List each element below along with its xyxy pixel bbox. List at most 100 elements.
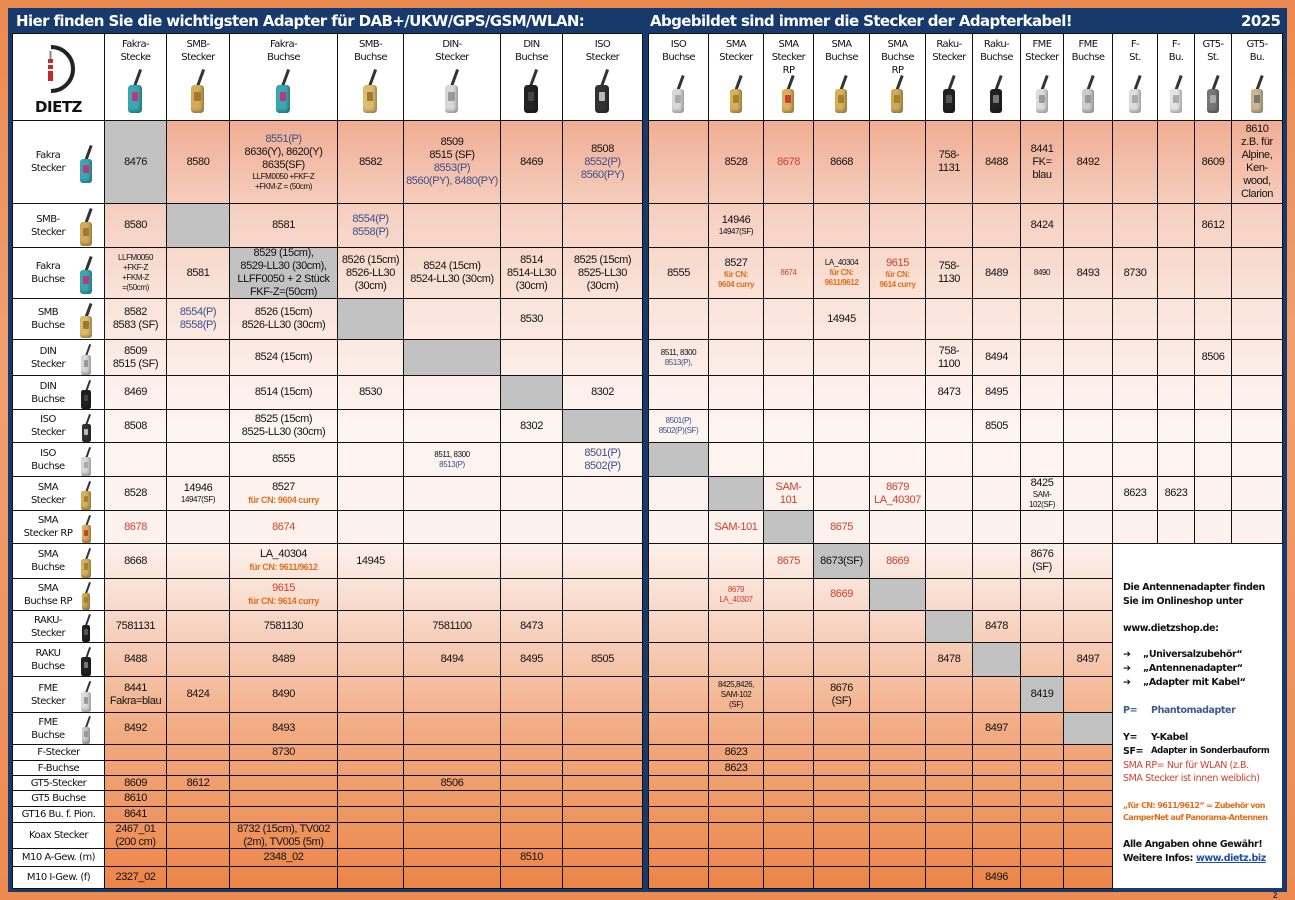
adapter-number: SAM-101 <box>714 520 758 533</box>
table-cell: 7581131 <box>104 610 167 643</box>
table-cell <box>925 442 973 477</box>
table-cell <box>869 203 926 248</box>
table-cell <box>562 866 643 889</box>
shop-url[interactable]: www.dietzshop.de: <box>1123 623 1219 634</box>
table-cell <box>1020 790 1064 807</box>
adapter-number: (30cm) <box>515 279 548 292</box>
adapter-number: 8502(P)(SF) <box>658 426 699 435</box>
table-cell <box>1157 203 1195 248</box>
table-cell <box>403 409 501 443</box>
adapter-number: 758- <box>938 149 960 161</box>
column-header-label: SMB- Buchse <box>354 39 387 63</box>
table-cell: 2327_02 <box>104 866 167 889</box>
table-cell: 8514 8514-LL30 (30cm) <box>500 247 563 299</box>
table-cell: 8678 <box>763 120 814 204</box>
adapter-number: 8511, 8300 <box>660 347 697 357</box>
table-cell: 8425,8426, SAM-102 (SF) <box>708 676 764 713</box>
table-cell <box>648 203 709 248</box>
table-cell: 8441 Fakra=blau <box>104 676 167 713</box>
adapter-number: 14945 <box>827 312 856 325</box>
table-cell: 8581 <box>166 247 230 299</box>
table-cell <box>166 339 230 376</box>
table-cell <box>337 339 404 376</box>
adapter-number: 9614 curry <box>879 279 916 289</box>
diagonal-cell <box>925 610 973 643</box>
table-cell <box>869 790 926 807</box>
row-label-text: SMB- Stecker <box>30 213 66 238</box>
adapter-number: 8623 <box>1164 487 1188 499</box>
adapter-number: 8675 <box>830 520 853 533</box>
adapter-number: 8610 <box>124 792 147 804</box>
table-cell: 8497 <box>972 712 1021 745</box>
table-cell <box>229 775 338 791</box>
table-cell <box>500 676 563 713</box>
table-cell <box>708 442 764 477</box>
table-cell: 8525 (15cm) 8525-LL30 (30cm) <box>562 247 643 299</box>
table-cell: 8668 <box>813 120 870 204</box>
table-cell <box>869 442 926 477</box>
dietz-website-link[interactable]: www.dietz.biz <box>1196 853 1266 864</box>
table-cell: 8469 <box>104 375 167 410</box>
table-cell <box>972 543 1021 579</box>
table-cell <box>337 760 404 776</box>
table-cell <box>562 822 643 849</box>
shop-category-link[interactable]: „Universalzubehör“ <box>1143 649 1243 660</box>
table-cell <box>925 298 973 340</box>
table-cell <box>648 866 709 889</box>
table-cell <box>166 642 230 677</box>
table-cell: 8530 <box>337 375 404 410</box>
table-cell <box>972 760 1021 776</box>
row-label-text: RAKU- Stecker <box>30 614 66 639</box>
table-cell <box>403 822 501 849</box>
table-cell <box>708 822 764 849</box>
shop-category-link[interactable]: „Antennenadapter“ <box>1143 663 1243 674</box>
table-cell <box>1063 409 1113 443</box>
table-cell <box>1020 409 1064 443</box>
table-cell: 8424 <box>1020 203 1064 248</box>
table-cell: 9615 für CN: 9614 curry <box>229 578 338 611</box>
table-cell <box>337 676 404 713</box>
column-header-label: FME Buchse <box>1071 39 1105 63</box>
adapter-number: 8497 <box>1076 653 1100 665</box>
table-cell <box>1194 375 1232 410</box>
adapter-number: 8554(P) <box>179 306 217 318</box>
table-cell <box>708 775 764 791</box>
table-cell: 8612 <box>166 775 230 791</box>
table-cell: 8527 für CN: 9604 curry <box>229 476 338 511</box>
adapter-number: 8513(P), <box>664 357 693 367</box>
table-cell <box>229 790 338 807</box>
table-cell: 8493 <box>1063 247 1113 299</box>
adapter-number: 8527 <box>724 256 748 269</box>
adapter-number: 8490 <box>272 688 295 700</box>
adapter-number: SAM- <box>1032 490 1052 499</box>
row-label-text: SMB Buchse <box>31 307 65 331</box>
column-header-label: Raku- Stecker <box>932 39 966 63</box>
adapter-number: 8497 <box>985 722 1008 734</box>
table-cell <box>813 822 870 849</box>
table-cell <box>337 775 404 791</box>
adapter-number: 8508 <box>124 419 147 432</box>
column-header-label: GT5- Bu. <box>1246 39 1268 63</box>
adapter-number: LA_40307 <box>719 594 753 604</box>
adapter-number: 8674 <box>272 520 295 533</box>
table-cell <box>1020 510 1064 544</box>
shop-category-link[interactable]: „Adapter mit Kabel“ <box>1143 677 1246 688</box>
table-cell <box>1020 806 1064 823</box>
table-cell <box>869 848 926 867</box>
column-header-label: SMA Stecker <box>719 39 753 63</box>
column-header-label: GT5- St. <box>1202 39 1224 63</box>
adapter-number: 8623 <box>724 761 748 774</box>
adapter-number: 8730 <box>272 746 295 758</box>
table-cell <box>869 642 926 677</box>
table-cell: 8495 <box>972 375 1021 410</box>
table-cell <box>925 790 973 807</box>
row-label: GT16 Bu. f. Pion. <box>12 806 105 823</box>
adapter-number: 8526-LL30 (30cm) <box>241 319 326 331</box>
adapter-number: (200 cm) <box>115 835 156 848</box>
table-cell: 8623 <box>1157 476 1195 511</box>
table-cell <box>1194 409 1232 443</box>
table-cell <box>1063 866 1113 889</box>
table-cell <box>562 339 643 376</box>
raku-jack-connector-icon <box>986 74 1006 115</box>
adapter-number: 8469 <box>520 155 543 168</box>
